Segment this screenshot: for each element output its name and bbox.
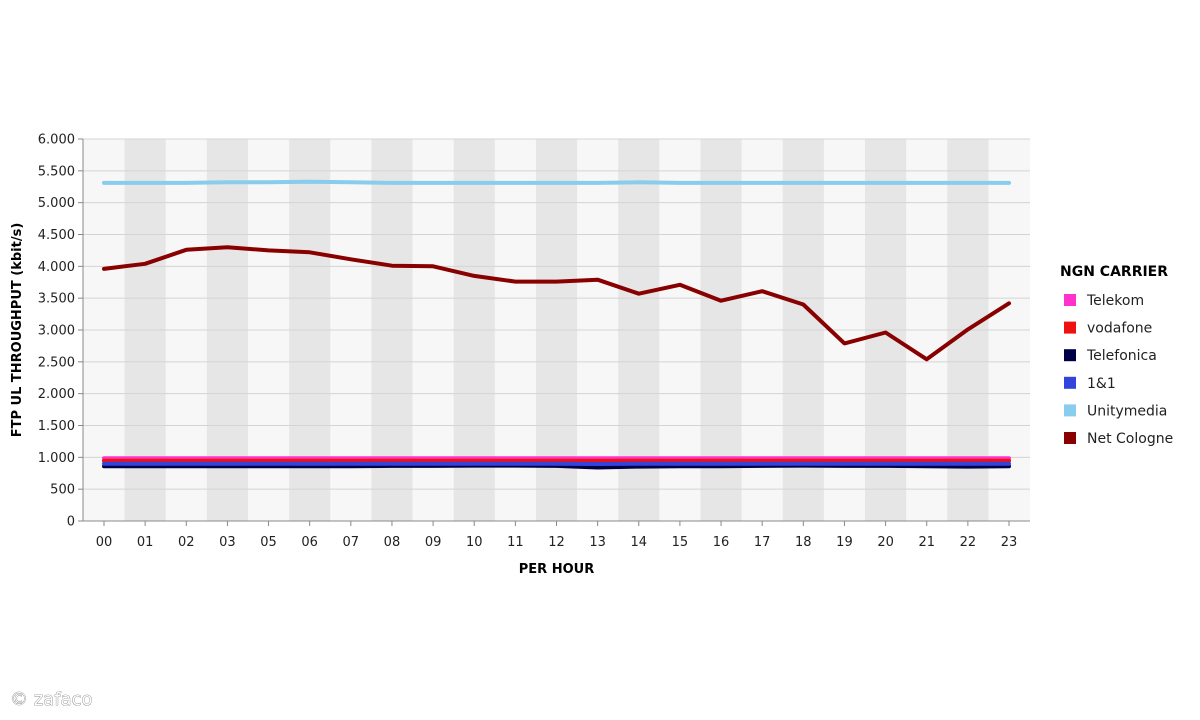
- x-tick-label: 20: [877, 535, 894, 550]
- x-tick-label: 12: [548, 535, 565, 550]
- legend-label-telekom: Telekom: [1086, 293, 1144, 309]
- legend-swatch-telekom: [1064, 294, 1076, 306]
- x-tick-label: 05: [260, 535, 277, 550]
- x-axis-ticks: 00 01 02 03 05 06 07 08 09 10 11 12 13 14 15 16 17 18 19 20…: [96, 521, 1018, 550]
- x-tick-label: 13: [589, 535, 606, 550]
- series-line-telefonica: [102, 463, 1011, 470]
- legend-label-unitymedia: Unitymedia: [1087, 403, 1167, 419]
- watermark: © zafaco: [10, 689, 92, 710]
- x-tick-label: 15: [672, 535, 689, 550]
- y-tick-label: 500: [50, 483, 75, 498]
- legend-swatch-telefonica: [1064, 349, 1076, 362]
- y-tick-label: 2.500: [38, 355, 75, 370]
- y-tick-label: 1.000: [38, 451, 75, 466]
- x-tick-label: 02: [178, 535, 195, 550]
- x-tick-label: 21: [918, 535, 935, 550]
- y-tick-label: 5.000: [38, 196, 75, 211]
- y-tick-label: 3.500: [38, 292, 75, 307]
- x-tick-label: 16: [713, 535, 730, 550]
- x-tick-label: 11: [507, 535, 524, 550]
- legend-label-telefonica: Telefonica: [1086, 348, 1157, 364]
- y-tick-label: 0: [67, 515, 75, 530]
- legend-swatch-1-1: [1064, 376, 1076, 389]
- y-tick-label: 4.500: [38, 228, 75, 243]
- x-tick-label: 22: [960, 535, 977, 550]
- x-tick-label: 18: [795, 535, 812, 550]
- x-tick-label: 17: [754, 535, 771, 550]
- series-line-unitymedia: [102, 179, 1011, 185]
- series-lines: [102, 179, 1011, 470]
- x-tick-label: 09: [425, 535, 442, 550]
- y-axis-ticks: 0 500 1.000 1.500 2.000 2.500 3.000 3.500 4.000 4…: [38, 133, 83, 530]
- y-tick-label: 1.500: [38, 419, 75, 434]
- y-tick-label: 2.000: [38, 387, 75, 402]
- legend-swatch-net-cologne: [1064, 432, 1076, 444]
- legend-label-net-cologne: Net Cologne: [1087, 431, 1173, 447]
- x-tick-label: 23: [1001, 535, 1018, 550]
- x-tick-label: 14: [630, 535, 647, 550]
- x-tick-label: 06: [301, 535, 318, 550]
- y-axis-title: FTP UL THROUGHPUT (kbit/s): [10, 223, 25, 438]
- legend-label-vodafone: vodafone: [1087, 321, 1152, 337]
- y-tick-label: 3.000: [38, 324, 75, 339]
- x-tick-label: 03: [219, 535, 236, 550]
- x-tick-label: 07: [343, 535, 360, 550]
- x-tick-label: 00: [96, 535, 113, 550]
- series-line-net-cologne: [102, 245, 1011, 362]
- x-tick-label: 10: [466, 535, 483, 550]
- legend: NGN CARRIER Telekom vodafone Telefonica 1&1…: [1060, 264, 1173, 447]
- x-tick-label: 08: [384, 535, 401, 550]
- legend-swatch-unitymedia: [1064, 404, 1076, 417]
- legend-title: NGN CARRIER: [1060, 264, 1168, 280]
- legend-label-1-1: 1&1: [1087, 376, 1116, 392]
- legend-swatch-vodafone: [1064, 321, 1076, 334]
- x-tick-label: 19: [836, 535, 853, 550]
- x-axis-title: PER HOUR: [519, 562, 594, 577]
- y-tick-label: 6.000: [38, 133, 75, 148]
- y-tick-label: 4.000: [38, 260, 75, 275]
- x-tick-label: 01: [137, 535, 154, 550]
- y-tick-label: 5.500: [38, 164, 75, 179]
